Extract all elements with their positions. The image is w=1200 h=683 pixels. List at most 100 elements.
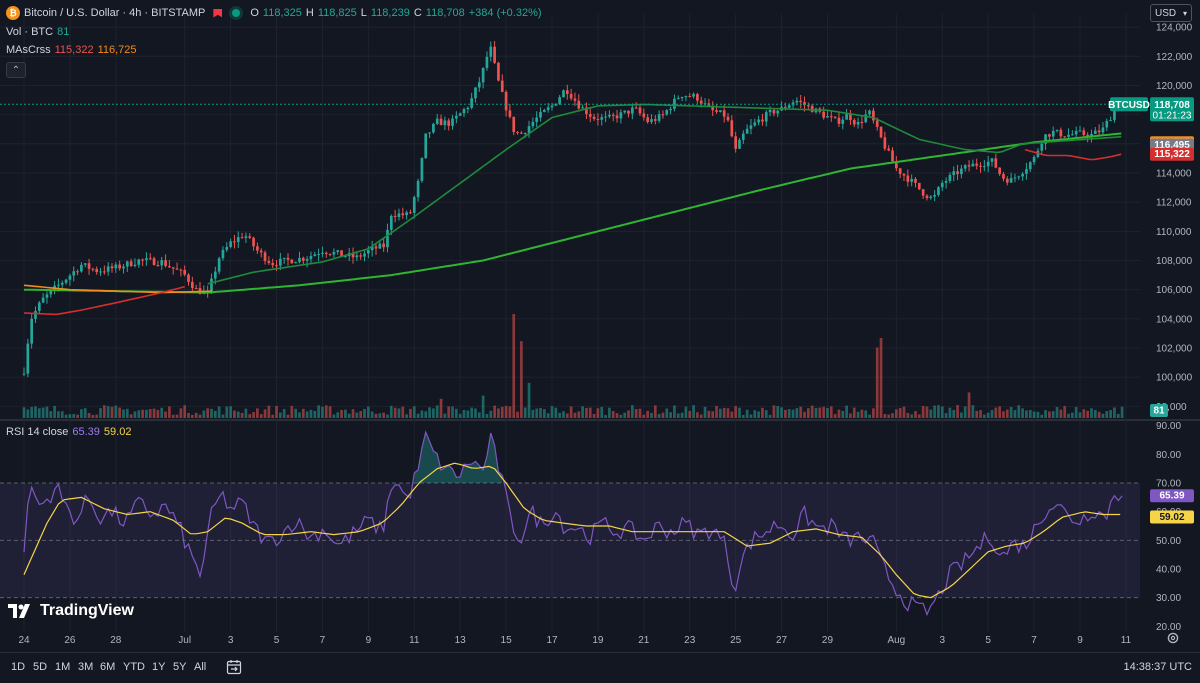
- settings-gear-icon[interactable]: [1166, 631, 1180, 645]
- candle-body: [902, 173, 906, 176]
- candle-body: [236, 237, 240, 242]
- candle-body: [512, 116, 516, 133]
- currency-select[interactable]: USD ▾: [1150, 4, 1192, 22]
- volume-bar: [925, 406, 929, 418]
- range-3m-button[interactable]: 3M: [78, 661, 94, 673]
- rsi-value-label-bg[interactable]: [1150, 489, 1194, 503]
- range-ytd-button[interactable]: YTD: [123, 661, 145, 673]
- rsi-legend[interactable]: RSI 14 close 65.39 59.02: [6, 426, 131, 438]
- candle-body: [328, 253, 332, 255]
- volume-bar: [95, 414, 99, 418]
- candle-body: [757, 119, 760, 123]
- range-1d-button[interactable]: 1D: [11, 661, 26, 673]
- volume-bar: [707, 410, 711, 418]
- volume-bar: [80, 409, 83, 418]
- candle-body: [309, 256, 313, 260]
- candle-body: [447, 120, 451, 126]
- range-1m-button[interactable]: 1M: [55, 661, 71, 673]
- volume-bar: [125, 408, 129, 418]
- candle-body: [164, 260, 167, 267]
- candle-body: [1040, 143, 1044, 151]
- ticker-badge: BTCUSD: [1108, 100, 1150, 111]
- volume-bar: [535, 408, 539, 418]
- volume-bar: [875, 347, 879, 418]
- candle-body: [573, 98, 577, 101]
- ma-red-price-label-bg[interactable]: [1150, 147, 1194, 161]
- volume-bar: [845, 405, 848, 418]
- volume-bar: [191, 414, 194, 418]
- candle-body: [1078, 130, 1082, 132]
- volume-bar: [676, 413, 680, 418]
- volume-bar: [386, 414, 389, 418]
- volume-bar: [891, 413, 894, 418]
- volume-bar: [382, 412, 385, 418]
- volume-bar: [267, 405, 271, 418]
- volume-bar: [344, 409, 347, 418]
- range-5d-button[interactable]: 5D: [33, 661, 48, 673]
- ma-legend[interactable]: MAsCrss 115,322 116,725: [6, 44, 137, 56]
- volume-bar: [500, 406, 504, 418]
- range-all-button[interactable]: All: [194, 661, 207, 673]
- volume-axis-label-bg[interactable]: [1150, 404, 1168, 417]
- volume-bar: [1002, 411, 1005, 418]
- calendar-goto-icon[interactable]: [226, 659, 242, 675]
- volume-bar: [967, 392, 971, 418]
- collapse-legend-button[interactable]: ⌃: [6, 62, 26, 78]
- volume-bar: [103, 405, 106, 418]
- candle-body: [171, 267, 175, 269]
- volume-bar: [768, 414, 772, 418]
- volume-bar: [726, 408, 730, 418]
- range-5y-button[interactable]: 5Y: [173, 661, 187, 673]
- volume-bar: [921, 406, 925, 418]
- candle-body: [294, 262, 297, 264]
- candle-body: [1109, 120, 1112, 122]
- candle-body: [895, 161, 898, 169]
- volume-bar: [608, 407, 611, 418]
- volume-bar: [1071, 412, 1074, 418]
- candle-body: [986, 161, 990, 167]
- volume-bar: [780, 407, 783, 418]
- volume-bar: [787, 409, 791, 418]
- volume-bar: [631, 405, 634, 418]
- volume-bar: [998, 406, 1001, 418]
- ticker-badge-bg[interactable]: [1110, 97, 1148, 112]
- volume-bar: [646, 410, 649, 418]
- candle-body: [191, 281, 194, 289]
- candle-body: [1093, 130, 1097, 135]
- candle-body: [680, 97, 684, 99]
- candle-body: [883, 137, 887, 149]
- time-axis-tick-label: 21: [638, 635, 650, 646]
- volume-bar: [279, 412, 282, 418]
- candle-body: [550, 105, 554, 108]
- volume-bar: [504, 405, 508, 418]
- candle-body: [416, 180, 420, 198]
- utc-clock[interactable]: 14:38:37 UTC: [1123, 661, 1192, 673]
- volume-bar: [1059, 409, 1063, 418]
- last-price-label-bg[interactable]: [1150, 97, 1194, 122]
- candle-body: [726, 116, 730, 121]
- candle-body: [845, 114, 848, 120]
- range-1y-button[interactable]: 1Y: [152, 661, 166, 673]
- volume-legend[interactable]: Vol · BTC 81: [6, 26, 69, 38]
- price-axis-tick-label: 120,000: [1156, 81, 1193, 92]
- time-axis-tick-label: 9: [1077, 635, 1083, 646]
- candle-body: [313, 254, 317, 257]
- rsi-ma-line: [23, 462, 1121, 599]
- tradingview-watermark[interactable]: TradingView: [8, 602, 134, 620]
- volume-bar: [455, 408, 458, 418]
- flag-icon[interactable]: [213, 8, 223, 18]
- range-6m-button[interactable]: 6M: [100, 661, 116, 673]
- volume-bar: [692, 405, 695, 418]
- candle-body: [57, 284, 60, 286]
- symbol-title[interactable]: Bitcoin / U.S. Dollar · 4h · BITSTAMP: [24, 7, 206, 19]
- volume-bar: [412, 406, 416, 418]
- volume-bar: [979, 410, 982, 418]
- candle-body: [405, 212, 408, 216]
- volume-bar: [715, 405, 718, 418]
- rsi-axis-tick-label: 80.00: [1156, 450, 1181, 461]
- rsi-ma-value-label-bg[interactable]: [1150, 510, 1194, 524]
- candle-body: [458, 113, 462, 116]
- volume-bar: [730, 411, 734, 418]
